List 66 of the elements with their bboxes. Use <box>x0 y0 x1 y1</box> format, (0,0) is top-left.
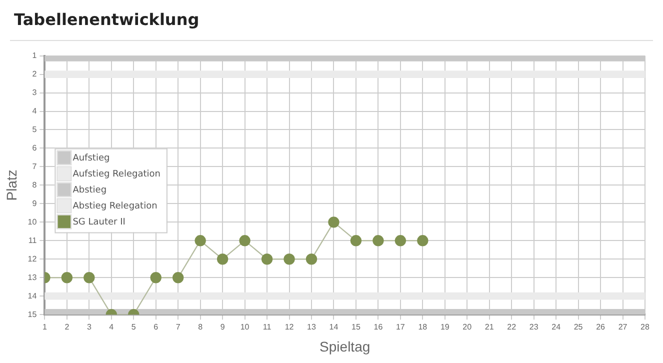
y-tick-label: 10 <box>28 217 38 226</box>
point <box>61 272 73 284</box>
x-tick-label: 10 <box>240 322 250 332</box>
point <box>284 254 295 265</box>
legend-label: SG Lauter II <box>72 218 126 228</box>
y-tick-label: 9 <box>32 198 38 208</box>
y-tick-label: 11 <box>28 236 38 245</box>
x-tick-label: 15 <box>352 322 361 332</box>
point <box>328 216 340 228</box>
x-tick-label: 19 <box>440 322 450 332</box>
x-tick-label: 1 <box>42 322 48 332</box>
point <box>394 235 406 246</box>
x-tick-label: 28 <box>640 322 650 332</box>
x-tick-label: 11 <box>262 322 272 332</box>
x-tick-label: 23 <box>529 322 539 332</box>
x-tick-label: 14 <box>329 322 339 332</box>
x-tick-label: 24 <box>552 322 562 332</box>
x-tick-label: 27 <box>618 322 628 332</box>
legend-label: Aufstieg Relegation <box>72 170 160 180</box>
legend-label: Abstieg Relegation <box>72 202 158 212</box>
x-axis-title: Spieltag <box>320 338 370 354</box>
x-tick-label: 5 <box>131 322 136 332</box>
x-tick-label: 21 <box>484 322 494 332</box>
y-tick-label: 5 <box>32 124 38 134</box>
y-tick-label: 14 <box>28 291 38 300</box>
x-tick-label: 25 <box>574 322 584 332</box>
x-tick-label: 20 <box>462 322 472 332</box>
x-tick-label: 3 <box>86 322 92 332</box>
x-tick-label: 7 <box>176 322 181 332</box>
point <box>261 254 273 265</box>
x-tick-label: 2 <box>64 322 70 332</box>
x-tick-label: 9 <box>220 322 226 332</box>
y-tick-label: 3 <box>32 88 38 97</box>
legend-label: Abstieg <box>72 186 107 196</box>
y-tick-label: 2 <box>32 69 38 78</box>
y-tick-label: 13 <box>28 272 38 282</box>
y-tick-label: 15 <box>28 310 38 319</box>
chart-title: Tabellenentwicklung <box>14 10 200 29</box>
point <box>172 272 184 284</box>
point <box>194 235 206 246</box>
point <box>306 254 318 265</box>
y-tick-label: 12 <box>28 254 38 264</box>
y-tick-label: 7 <box>32 162 38 171</box>
y-axis-title: Platz <box>3 170 20 201</box>
x-tick-label: 12 <box>284 322 294 332</box>
y-tick-label: 1 <box>32 51 38 60</box>
x-tick-label: 18 <box>418 322 428 332</box>
x-tick-label: 22 <box>507 322 517 332</box>
y-tick-label: 6 <box>32 143 38 152</box>
x-tick-label: 26 <box>596 322 606 332</box>
point <box>372 235 384 246</box>
y-tick-label: 4 <box>32 106 38 116</box>
x-tick-label: 6 <box>154 322 159 332</box>
point <box>150 272 162 284</box>
legend-label: Aufstieg <box>72 154 110 164</box>
point <box>239 235 250 246</box>
x-tick-label: 13 <box>307 322 316 332</box>
x-tick-label: 4 <box>109 322 114 332</box>
point <box>216 254 228 265</box>
x-tick-label: 8 <box>198 322 204 332</box>
point <box>84 272 95 284</box>
point <box>417 235 428 246</box>
x-tick-label: 17 <box>396 322 406 332</box>
x-tick-label: 16 <box>374 322 384 332</box>
y-tick-label: 8 <box>32 180 38 190</box>
point <box>350 235 362 246</box>
